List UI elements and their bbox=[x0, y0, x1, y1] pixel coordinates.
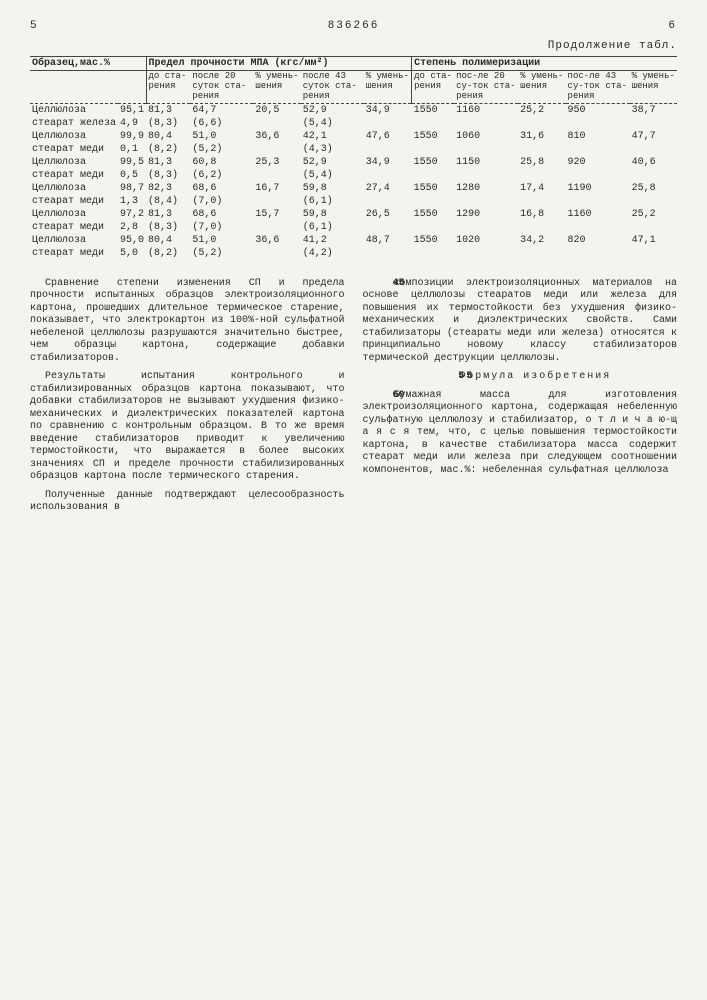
left-column: Сравнение степени изменения СП и предела… bbox=[30, 278, 345, 521]
table-continuation: Продолжение табл. bbox=[30, 40, 677, 52]
right-column: 45композиции электроизоляционных материа… bbox=[363, 278, 678, 521]
page-num-left: 5 bbox=[30, 20, 39, 32]
page-num-right: 6 bbox=[668, 20, 677, 32]
table-row: Целлюлоза99,980,451,036,642,147,61550106… bbox=[30, 130, 677, 143]
line-marker: 45 bbox=[378, 278, 394, 291]
para: 60Бумажная масса для изготовления электр… bbox=[363, 390, 678, 478]
table-row: Целлюлоза95,181,364,720,552,934,91550116… bbox=[30, 103, 677, 117]
table-row: стеарат меди0,5(8,3)(6,2)(5,4) bbox=[30, 169, 677, 182]
table-row: Целлюлоза95,080,451,036,641,248,71550102… bbox=[30, 234, 677, 247]
line-marker: 60 bbox=[378, 390, 394, 403]
col-strength: Предел прочности МПА (кгс/мм²) bbox=[146, 57, 412, 71]
table-row: Целлюлоза99,581,360,825,352,934,91550115… bbox=[30, 156, 677, 169]
para: Полученные данные подтверждают целесообр… bbox=[30, 490, 345, 515]
col-polymer: Степень полимеризации bbox=[412, 57, 677, 71]
table-row: стеарат меди5,0(8,2)(5,2)(4,2) bbox=[30, 247, 677, 260]
formula-title: 55Формула изобретения bbox=[363, 371, 678, 384]
page-header: 5 836266 6 bbox=[30, 20, 677, 32]
para: Результаты испытания контрольного и стаб… bbox=[30, 371, 345, 484]
table-row: стеарат меди1,3(8,4)(7,0)(6,1) bbox=[30, 195, 677, 208]
table-row: стеарат железа4,9(8,3)(6,6)(5,4) bbox=[30, 117, 677, 130]
line-marker: 55 bbox=[443, 371, 459, 384]
table-body: Целлюлоза95,181,364,720,552,934,91550116… bbox=[30, 103, 677, 260]
col-sample: Образец,мас.% bbox=[30, 57, 146, 71]
table-row: стеарат меди2,8(8,3)(7,0)(6,1) bbox=[30, 221, 677, 234]
sub-header-row: до ста-рения после 20 суток ста-рения % … bbox=[30, 71, 677, 104]
body-text: Сравнение степени изменения СП и предела… bbox=[30, 278, 677, 521]
data-table: Образец,мас.% Предел прочности МПА (кгс/… bbox=[30, 56, 677, 260]
table-row: Целлюлоза97,281,368,615,759,826,51550129… bbox=[30, 208, 677, 221]
para: Сравнение степени изменения СП и предела… bbox=[30, 278, 345, 366]
patent-number: 836266 bbox=[328, 20, 380, 32]
table-row: стеарат меди0,1(8,2)(5,2)(4,3) bbox=[30, 143, 677, 156]
table-row: Целлюлоза98,782,368,616,759,827,41550128… bbox=[30, 182, 677, 195]
para: 45композиции электроизоляционных материа… bbox=[363, 278, 678, 366]
